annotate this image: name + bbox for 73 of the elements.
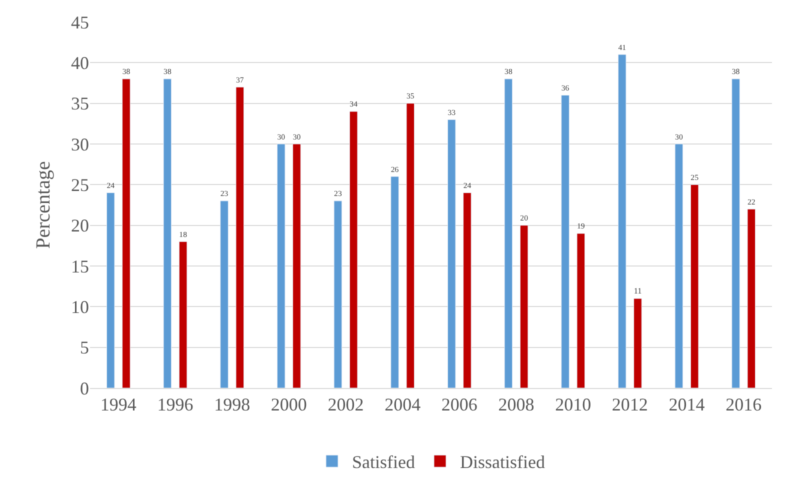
data-label: 26 (390, 164, 399, 174)
bar (747, 208, 756, 388)
y-tick-label: 30 (71, 134, 89, 154)
y-tick-label: 35 (71, 94, 89, 114)
y-tick-label: 20 (71, 216, 89, 236)
x-tick-label: 2016 (726, 394, 762, 415)
x-tick-label: 2010 (555, 394, 592, 415)
data-label: 38 (164, 67, 172, 76)
data-label: 30 (292, 132, 301, 142)
data-label: 34 (350, 100, 358, 109)
bar (276, 144, 286, 388)
y-tick-label: 15 (71, 256, 89, 276)
data-label: 38 (122, 67, 130, 76)
bar (618, 54, 626, 388)
data-label: 11 (634, 286, 642, 296)
data-label: 36 (561, 83, 570, 92)
x-tick-label: 2000 (270, 394, 307, 415)
x-tick-label: 1996 (157, 394, 194, 415)
data-label: 41 (618, 42, 626, 52)
y-tick-label: 10 (71, 296, 89, 317)
bar (520, 225, 528, 388)
data-label: 23 (334, 189, 342, 198)
data-label: 38 (732, 67, 740, 76)
bar (178, 241, 188, 388)
bar (292, 144, 301, 388)
data-label: 38 (504, 67, 512, 76)
bar (690, 184, 699, 388)
x-tick-label: 2012 (612, 394, 648, 415)
x-tick-label: 1994 (100, 394, 136, 415)
y-tick-label: 25 (71, 174, 89, 195)
x-tick-label: 2008 (498, 394, 534, 415)
y-tick-label: 40 (71, 52, 89, 73)
y-tick-label: 5 (80, 338, 89, 358)
data-label: 18 (179, 230, 188, 239)
legend-label: Satisfied (352, 452, 415, 472)
data-label: 37 (236, 75, 244, 84)
bar (220, 200, 228, 388)
data-label: 24 (463, 181, 472, 190)
data-label: 22 (747, 197, 756, 206)
y-tick-label: 0 (80, 378, 89, 398)
data-label: 33 (448, 108, 456, 117)
x-tick-label: 2002 (328, 394, 364, 415)
x-tick-label: 2004 (384, 394, 421, 415)
y-axis-title: Percentage (32, 161, 54, 249)
x-tick-label: 2014 (668, 394, 705, 415)
x-tick-label: 1998 (214, 394, 250, 415)
bar (349, 111, 358, 388)
bar (674, 144, 684, 388)
bar (163, 78, 172, 388)
data-label: 30 (675, 132, 683, 142)
data-label: 25 (690, 172, 699, 182)
bar (406, 103, 415, 388)
data-label: 30 (277, 132, 286, 142)
bar (334, 200, 342, 388)
bar (236, 86, 244, 388)
x-tick-label: 2006 (441, 394, 478, 415)
data-label: 35 (406, 92, 414, 101)
bar (634, 298, 642, 388)
bar (561, 94, 570, 388)
y-tick-label: 45 (71, 12, 89, 32)
data-label: 20 (520, 214, 528, 223)
data-label: 24 (106, 181, 115, 190)
bar (122, 78, 130, 388)
bar (504, 78, 513, 388)
legend-label: Dissatisfied (460, 452, 545, 472)
bar (447, 119, 456, 388)
bar (576, 233, 586, 388)
data-label: 19 (576, 222, 585, 231)
bar (732, 78, 740, 388)
bar (463, 192, 472, 388)
data-label: 23 (220, 189, 228, 198)
bar (106, 192, 115, 388)
bar (390, 176, 399, 388)
